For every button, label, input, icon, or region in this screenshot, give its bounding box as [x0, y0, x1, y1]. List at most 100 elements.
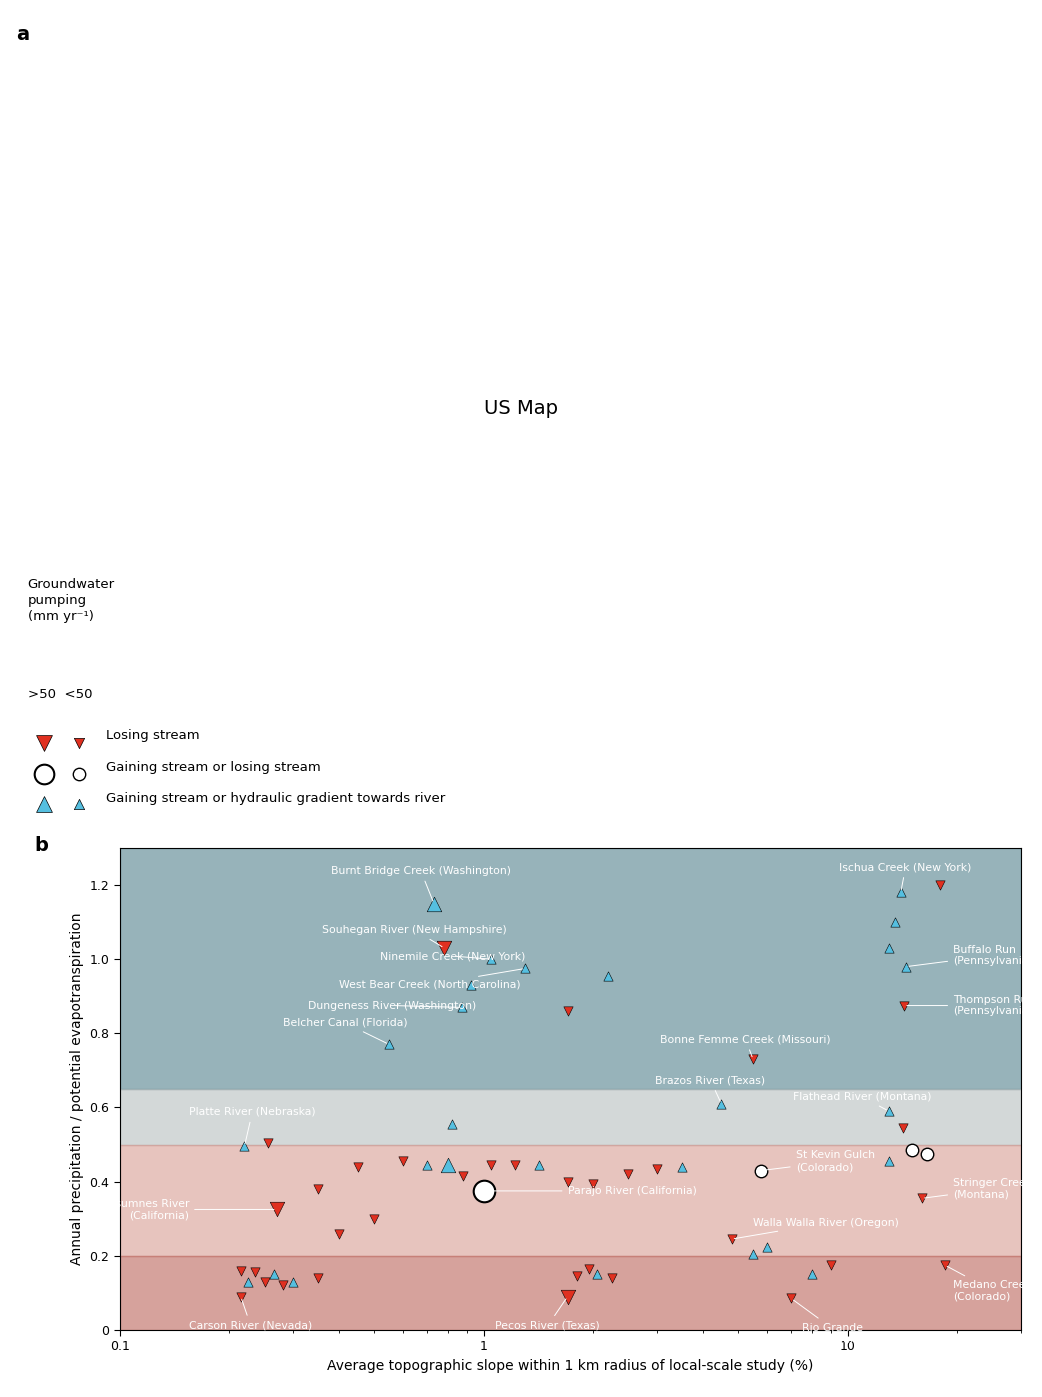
Point	[745, 1048, 762, 1070]
Text: Ischua Creek (New York): Ischua Creek (New York)	[840, 862, 972, 890]
Text: Brazos River (Texas): Brazos River (Texas)	[655, 1076, 766, 1101]
Text: a: a	[16, 25, 29, 43]
Point	[887, 911, 903, 933]
Point	[918, 1143, 935, 1165]
Text: Medano Creek
(Colorado): Medano Creek (Colorado)	[947, 1266, 1032, 1302]
Point	[453, 996, 470, 1018]
Point	[620, 1164, 637, 1186]
Text: >50  <50: >50 <50	[27, 687, 92, 701]
Point	[713, 1092, 729, 1115]
Text: Souhegan River (New Hampshire): Souhegan River (New Hampshire)	[322, 925, 507, 947]
Point	[517, 957, 534, 979]
Point	[804, 1263, 821, 1285]
Point	[568, 1266, 585, 1288]
Point	[71, 763, 88, 785]
Point	[822, 1255, 839, 1277]
Text: Gaining stream or hydraulic gradient towards river: Gaining stream or hydraulic gradient tow…	[106, 792, 445, 806]
Point	[603, 1267, 620, 1289]
Text: Buffalo Run
(Pennsylvania): Buffalo Run (Pennsylvania)	[909, 944, 1033, 967]
Text: St Kevin Gulch
(Colorado): St Kevin Gulch (Colorado)	[764, 1151, 874, 1172]
Point	[366, 1207, 382, 1229]
Text: West Bear Creek (North Carolina): West Bear Creek (North Carolina)	[339, 970, 522, 989]
Text: Walla Walla River (Oregon): Walla Walla River (Oregon)	[735, 1218, 899, 1239]
Point	[237, 1136, 253, 1158]
Point	[560, 1285, 576, 1308]
Point	[649, 1158, 666, 1180]
X-axis label: Average topographic slope within 1 km radius of local-scale study (%): Average topographic slope within 1 km ra…	[327, 1359, 814, 1373]
Point	[444, 1113, 461, 1136]
Point	[437, 937, 453, 960]
Point	[560, 1171, 576, 1193]
Point	[903, 1139, 920, 1161]
Point	[723, 1228, 740, 1250]
Text: Platte River (Nebraska): Platte River (Nebraska)	[189, 1106, 316, 1144]
Point	[589, 1263, 605, 1285]
Point	[240, 1271, 256, 1294]
Text: Stringer Creek
(Montana): Stringer Creek (Montana)	[924, 1178, 1033, 1200]
Point	[455, 1165, 472, 1187]
Text: Dungeness River (Washington): Dungeness River (Washington)	[308, 1000, 477, 1010]
Point	[759, 1235, 775, 1257]
Point	[232, 1260, 249, 1282]
Point	[898, 956, 915, 978]
Text: Ninemile Creek (New York): Ninemile Creek (New York)	[380, 951, 526, 961]
Text: Rio Grande
(New Mexico): Rio Grande (New Mexico)	[793, 1301, 876, 1344]
Point	[463, 974, 479, 996]
Point	[937, 1255, 953, 1277]
Point	[880, 1150, 897, 1172]
Point	[395, 1150, 412, 1172]
Point	[753, 1160, 770, 1182]
Text: Burnt Bridge Creek (Washington): Burnt Bridge Creek (Washington)	[330, 866, 511, 901]
Text: Pecos River (Texas): Pecos River (Texas)	[495, 1299, 600, 1331]
Point	[745, 1243, 762, 1266]
Point	[247, 1261, 264, 1284]
Point	[440, 1154, 456, 1176]
Point	[506, 1154, 523, 1176]
Point	[256, 1271, 273, 1294]
Point	[259, 1132, 276, 1154]
Point	[309, 1178, 326, 1200]
Point	[309, 1267, 326, 1289]
Point	[895, 1116, 912, 1139]
Point	[880, 937, 897, 960]
Text: US Map: US Map	[483, 400, 559, 418]
Text: Gaining stream or losing stream: Gaining stream or losing stream	[106, 760, 321, 774]
Bar	[120, 1144, 1021, 1256]
Point	[35, 792, 52, 814]
Point	[483, 1154, 500, 1176]
Text: Groundwater
pumping
(mm yr⁻¹): Groundwater pumping (mm yr⁻¹)	[27, 578, 115, 623]
Text: Belcher Canal (Florida): Belcher Canal (Florida)	[282, 1018, 407, 1044]
Point	[35, 763, 52, 785]
Point	[269, 1199, 286, 1221]
Point	[232, 1285, 249, 1308]
Point	[266, 1263, 282, 1285]
Point	[560, 1000, 576, 1023]
Point	[286, 1271, 302, 1294]
Point	[274, 1274, 291, 1296]
Text: Losing stream: Losing stream	[106, 729, 199, 742]
Point	[914, 1187, 931, 1210]
Point	[475, 1179, 492, 1201]
Text: b: b	[34, 835, 48, 855]
Text: Parajo River (California): Parajo River (California)	[487, 1186, 696, 1196]
Bar	[120, 848, 1021, 1090]
Point	[892, 882, 909, 904]
Point	[71, 792, 88, 814]
Point	[673, 1155, 690, 1178]
Point	[933, 875, 949, 897]
Point	[896, 995, 913, 1017]
Text: Cosumnes River
(California): Cosumnes River (California)	[101, 1199, 274, 1220]
Point	[419, 1154, 436, 1176]
Point	[585, 1172, 601, 1194]
Bar	[120, 1090, 1021, 1144]
Text: Flathead River (Montana): Flathead River (Montana)	[793, 1092, 932, 1109]
Text: Thompson Run
(Pennsylvania): Thompson Run (Pennsylvania)	[907, 995, 1035, 1017]
Point	[425, 893, 442, 915]
Point	[600, 965, 617, 988]
Point	[880, 1099, 897, 1122]
Bar	[120, 1256, 1021, 1330]
Point	[483, 949, 500, 971]
Text: Bonne Femme Creek (Missouri): Bonne Femme Creek (Missouri)	[661, 1034, 830, 1056]
Point	[381, 1034, 398, 1056]
Point	[35, 732, 52, 754]
